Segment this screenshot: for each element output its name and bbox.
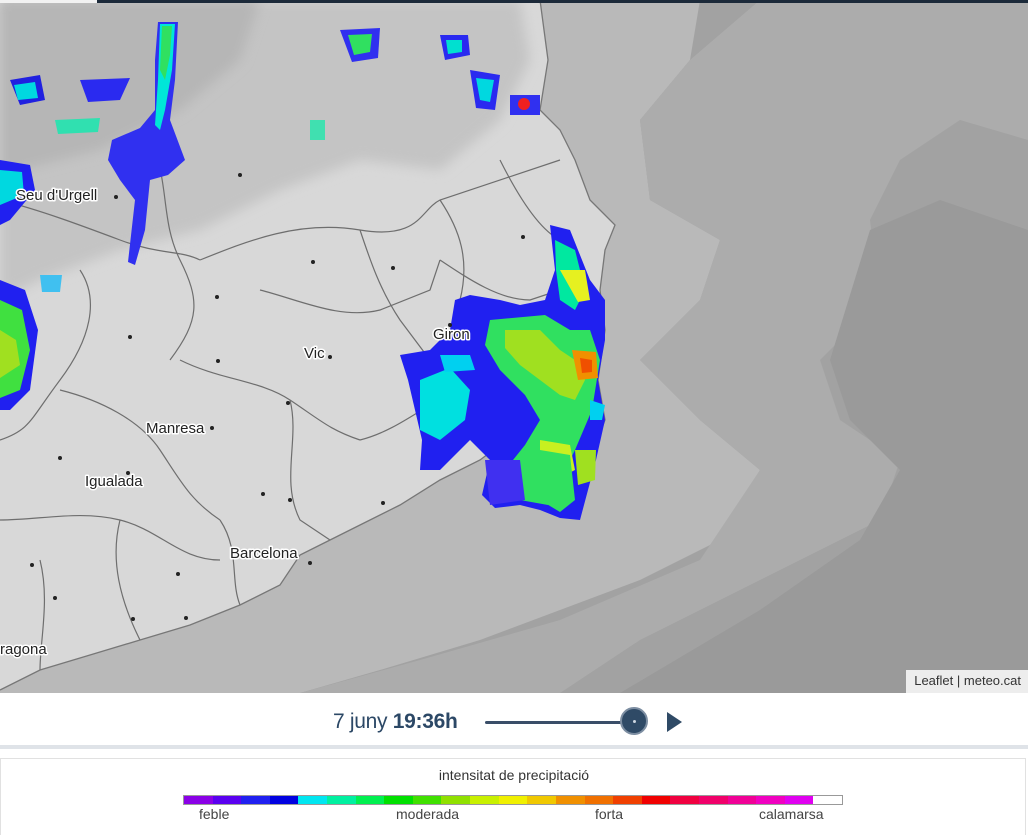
city-label-barcelona: Barcelona — [230, 545, 298, 562]
legend-swatch-18 — [698, 796, 728, 804]
time-slider-track[interactable] — [485, 721, 635, 724]
mountain-shading-2 — [0, 0, 260, 180]
legend-swatch-1 — [212, 796, 242, 804]
legend-swatch-19 — [727, 796, 757, 804]
legend-swatch-15 — [613, 796, 642, 804]
city-label-manresa: Manresa — [146, 420, 205, 437]
legend-swatch-2 — [241, 796, 270, 804]
legend-swatch-0 — [184, 796, 213, 804]
sea-dark — [620, 200, 1028, 693]
legend-swatch-12 — [527, 796, 556, 804]
top-edge-dark — [97, 0, 1028, 3]
legend-swatch-6 — [355, 796, 385, 804]
radar-map[interactable]: Seu d'Urgell Giron Vic Manresa Igualada … — [0, 0, 1028, 693]
city-label-igualada: Igualada — [85, 473, 143, 490]
legend-swatch-3 — [269, 796, 299, 804]
legend-swatch-7 — [384, 796, 413, 804]
sea-mid — [300, 0, 1028, 693]
map-attribution: Leaflet | meteo.cat — [906, 670, 1028, 693]
timestamp-date: 7 juny — [333, 710, 388, 733]
legend-label-forta: forta — [595, 806, 624, 822]
legend-color-scale — [183, 795, 843, 805]
top-edge-light — [0, 0, 97, 3]
town-dots — [30, 173, 525, 621]
legend-label-calamarsa: calamarsa — [759, 806, 824, 822]
legend-swatch-5 — [327, 796, 356, 804]
section-divider — [0, 745, 1028, 749]
legend-swatch-21 — [784, 796, 814, 804]
timestamp: 7 juny 19:36h — [333, 710, 458, 734]
play-icon[interactable] — [667, 712, 682, 732]
city-label-vic: Vic — [304, 345, 325, 362]
legend-swatch-9 — [441, 796, 471, 804]
region-borders — [0, 139, 561, 671]
city-labels: Seu d'Urgell Giron Vic Manresa Igualada … — [0, 186, 471, 660]
legend-title: intensitat de precipitació — [438, 767, 590, 783]
legend-label-feble: feble — [199, 806, 230, 822]
legend-swatch-10 — [470, 796, 499, 804]
legend-swatch-13 — [555, 796, 585, 804]
legend-label-moderada: moderada — [396, 806, 460, 822]
legend-swatch-4 — [298, 796, 328, 804]
time-control-bar — [0, 693, 1028, 746]
legend-swatch-14 — [584, 796, 614, 804]
city-label-seu-durgell: Seu d'Urgell — [16, 187, 97, 204]
city-label-tarragona: ragona — [0, 641, 47, 658]
legend-swatch-16 — [641, 796, 671, 804]
map-canvas[interactable]: Seu d'Urgell Giron Vic Manresa Igualada … — [0, 0, 1028, 693]
legend-swatch-8 — [412, 796, 442, 804]
city-label-girona: Giron — [433, 326, 470, 343]
legend-swatch-17 — [670, 796, 699, 804]
timestamp-time: 19:36h — [392, 710, 458, 733]
leaflet-link[interactable]: Leaflet — [914, 673, 954, 688]
radar-echoes — [0, 22, 605, 520]
attribution-separator: | — [956, 673, 961, 688]
legend-swatch-11 — [498, 796, 528, 804]
meteocat-link[interactable]: meteo.cat — [963, 673, 1021, 688]
legend-swatch-22 — [813, 796, 843, 804]
time-slider-handle[interactable] — [619, 707, 648, 735]
legend-swatch-20 — [756, 796, 785, 804]
